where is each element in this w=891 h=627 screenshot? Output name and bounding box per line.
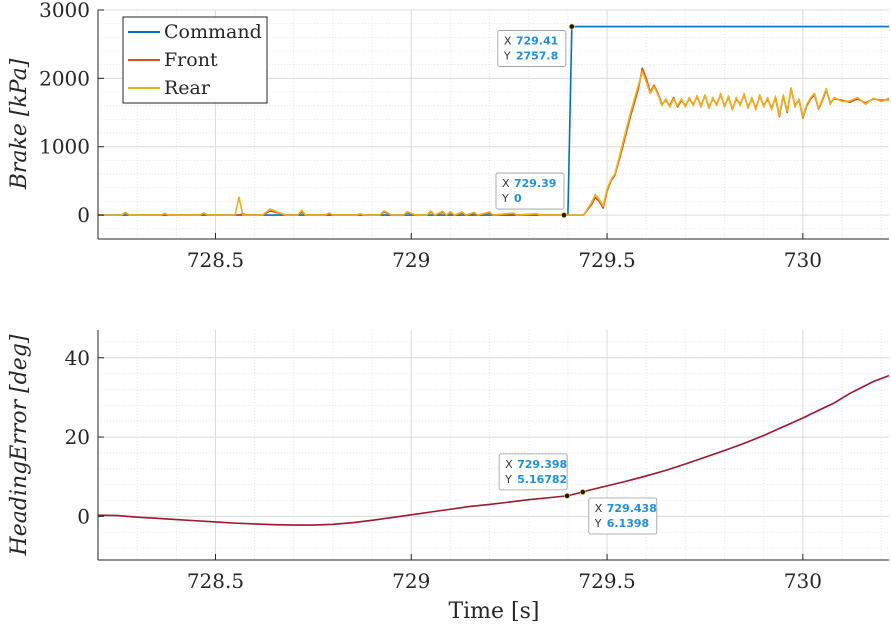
datatip-box bbox=[495, 172, 565, 210]
heading-error-y-axis-label: HeadingError [deg] bbox=[7, 334, 32, 556]
datatip-y-value: 2757.8 bbox=[516, 50, 558, 63]
brake-tick-labels: 728.5 729 729.5 730 0 1000 2000 3000 bbox=[39, 0, 822, 272]
x-tick-label: 728.5 bbox=[187, 569, 244, 593]
datatip-y-value: 6.1398 bbox=[607, 517, 649, 530]
datatip-x-key: X bbox=[505, 458, 513, 471]
y-tick-label: 0 bbox=[77, 203, 90, 227]
brake-series-group bbox=[98, 25, 890, 216]
y-tick-label: 2000 bbox=[39, 66, 90, 90]
x-tick-label: 729.5 bbox=[578, 248, 635, 272]
datatip-marker bbox=[561, 212, 567, 218]
heading-error-plot-area bbox=[98, 330, 889, 560]
brake-legend[interactable]: Command Front Rear bbox=[122, 16, 268, 104]
datatip[interactable]: X 729.398 Y 5.16782 bbox=[498, 453, 571, 499]
datatip-box bbox=[588, 497, 658, 535]
heading-error-datatips: X 729.398 Y 5.16782 X 729.438 Y 6.1398 bbox=[498, 453, 658, 535]
time-x-axis-label: Time [s] bbox=[448, 599, 539, 624]
legend-label-command: Command bbox=[164, 21, 262, 43]
heading-error-tick-labels: 728.5 729 729.5 730 0 20 40 bbox=[65, 346, 822, 593]
rear-series-line bbox=[98, 70, 890, 216]
brake-axes-frame bbox=[97, 9, 889, 240]
brake-datatips: X 729.41Y 2757.8X 729.39Y 0 bbox=[495, 23, 575, 218]
y-tick-label: 20 bbox=[65, 425, 90, 449]
datatip[interactable]: X 729.41 Y 2757.8 bbox=[497, 23, 575, 67]
x-tick-label: 729.5 bbox=[578, 569, 635, 593]
brake-axes[interactable]: 728.5 729 729.5 730 0 1000 2000 3000 X 729.41 Y 27… bbox=[7, 0, 890, 272]
datatip-y-value: 0 bbox=[514, 192, 522, 205]
datatip-x-value: 729.398 bbox=[517, 458, 567, 471]
x-tick-label: 730 bbox=[784, 248, 822, 272]
datatip-marker bbox=[564, 492, 571, 499]
datatip[interactable]: X 729.438 Y 6.1398 bbox=[579, 489, 658, 535]
heading-error-grid bbox=[97, 330, 889, 560]
datatip-y-key: Y bbox=[594, 517, 602, 530]
datatip-x-key: X bbox=[595, 502, 603, 515]
datatip-x-value: 729.438 bbox=[607, 502, 657, 515]
y-tick-label: 40 bbox=[65, 346, 90, 370]
datatip-y-value: 5.16782 bbox=[517, 473, 567, 486]
heading-error-series-group bbox=[97, 374, 890, 526]
datatip-y-key: Y bbox=[501, 192, 509, 205]
brake-y-axis-label: Brake [kPa] bbox=[7, 58, 32, 190]
datatip-x-key: X bbox=[504, 35, 512, 48]
x-tick-label: 728.5 bbox=[187, 248, 244, 272]
datatip-y-key: Y bbox=[503, 50, 511, 63]
datatip-box bbox=[497, 30, 567, 67]
legend-label-rear: Rear bbox=[164, 77, 211, 99]
y-tick-label: 1000 bbox=[39, 135, 90, 159]
datatip[interactable]: X 729.39 Y 0 bbox=[495, 172, 567, 218]
datatip-box bbox=[498, 453, 568, 491]
datatip-y-key: Y bbox=[504, 473, 512, 486]
y-tick-label: 0 bbox=[77, 504, 90, 528]
x-tick-label: 730 bbox=[784, 569, 822, 593]
datatip-x-value: 729.41 bbox=[516, 35, 558, 48]
datatip-x-key: X bbox=[502, 177, 510, 190]
datatip-marker bbox=[568, 23, 575, 30]
x-tick-label: 729 bbox=[392, 248, 430, 272]
y-tick-label: 3000 bbox=[39, 0, 90, 22]
heading-error-axes-frame bbox=[97, 330, 889, 561]
x-tick-label: 729 bbox=[392, 569, 430, 593]
datatip-marker bbox=[579, 489, 586, 495]
datatip-x-value: 729.39 bbox=[514, 177, 556, 190]
legend-label-front: Front bbox=[164, 49, 218, 71]
heading-error-series-line bbox=[97, 374, 890, 526]
